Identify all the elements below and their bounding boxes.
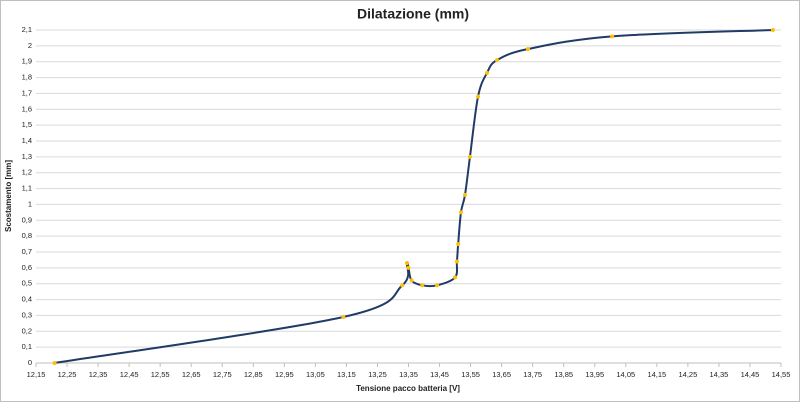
y-tick-label: 0,1 xyxy=(22,342,32,351)
x-tick-label: 13,25 xyxy=(368,370,387,379)
x-axis-label: Tensione pacco batteria [V] xyxy=(356,384,460,393)
x-tick-label: 12,45 xyxy=(120,370,139,379)
x-tick-label: 13,85 xyxy=(554,370,573,379)
x-tick-label: 12,85 xyxy=(244,370,263,379)
y-tick-label: 1,4 xyxy=(22,136,32,145)
data-point xyxy=(456,242,461,247)
x-tick-label: 13,75 xyxy=(523,370,542,379)
data-point xyxy=(406,265,411,270)
x-tick-label: 13,35 xyxy=(399,370,418,379)
y-tick-label: 1,2 xyxy=(22,168,32,177)
x-tick-label: 12,25 xyxy=(58,370,77,379)
x-tick-label: 14,55 xyxy=(772,370,791,379)
y-tick-label: 1,3 xyxy=(22,152,32,161)
y-tick-label: 1 xyxy=(28,199,32,208)
x-tick-label: 13,55 xyxy=(461,370,480,379)
chart-title: Dilatazione (mm) xyxy=(357,6,469,22)
data-point xyxy=(462,192,467,197)
y-tick-label: 0,8 xyxy=(22,231,32,240)
data-point xyxy=(467,154,472,159)
y-tick-label: 0,2 xyxy=(22,326,32,335)
y-tick-label: 1,9 xyxy=(22,57,32,66)
y-tick-label: 0,7 xyxy=(22,247,32,256)
data-point xyxy=(526,47,531,52)
data-line xyxy=(54,29,773,364)
y-tick-label: 1,8 xyxy=(22,73,32,82)
y-tick-label: 0,3 xyxy=(22,310,32,319)
x-tick-label: 12,55 xyxy=(151,370,170,379)
data-point xyxy=(341,315,346,320)
y-tick-label: 0,9 xyxy=(22,215,32,224)
x-tick-label: 12,35 xyxy=(89,370,108,379)
data-point xyxy=(404,261,409,266)
y-tick-label: 1,7 xyxy=(22,88,32,97)
data-point xyxy=(454,259,459,264)
x-tick-label: 13,65 xyxy=(492,370,511,379)
data-point xyxy=(476,94,481,99)
data-point xyxy=(453,275,458,280)
data-point xyxy=(435,283,440,288)
x-tick-label: 14,05 xyxy=(616,370,635,379)
data-point xyxy=(458,210,463,215)
x-tick-label: 12,15 xyxy=(27,370,46,379)
data-point xyxy=(420,283,425,288)
data-point xyxy=(409,278,414,283)
data-point xyxy=(400,283,405,288)
y-tick-label: 1,6 xyxy=(22,104,32,113)
y-tick-label: 0 xyxy=(28,358,32,367)
x-tick-label: 14,15 xyxy=(647,370,666,379)
x-tick-label: 12,95 xyxy=(275,370,294,379)
x-tick-label: 13,05 xyxy=(306,370,325,379)
y-tick-label: 2,1 xyxy=(22,25,32,34)
data-point xyxy=(485,70,490,75)
data-point xyxy=(494,58,499,63)
x-tick-label: 14,45 xyxy=(741,370,760,379)
x-tick-label: 14,25 xyxy=(678,370,697,379)
x-tick-label: 13,45 xyxy=(430,370,449,379)
y-tick-label: 2 xyxy=(28,41,32,50)
x-tick-label: 14,35 xyxy=(710,370,729,379)
x-tick-label: 12,75 xyxy=(213,370,232,379)
x-tick-label: 13,95 xyxy=(585,370,604,379)
x-tick-label: 13,15 xyxy=(337,370,356,379)
y-tick-label: 1,1 xyxy=(22,184,32,193)
data-point xyxy=(770,28,775,32)
y-tick-label: 0,6 xyxy=(22,263,32,272)
y-tick-label: 1,5 xyxy=(22,120,32,129)
y-tick-label: 0,5 xyxy=(22,279,32,288)
data-point xyxy=(52,361,57,365)
y-axis-label: Scostamento [mm] xyxy=(4,160,13,232)
x-tick-label: 12,65 xyxy=(182,370,201,379)
data-point xyxy=(610,34,615,39)
y-tick-label: 0,4 xyxy=(22,295,32,304)
